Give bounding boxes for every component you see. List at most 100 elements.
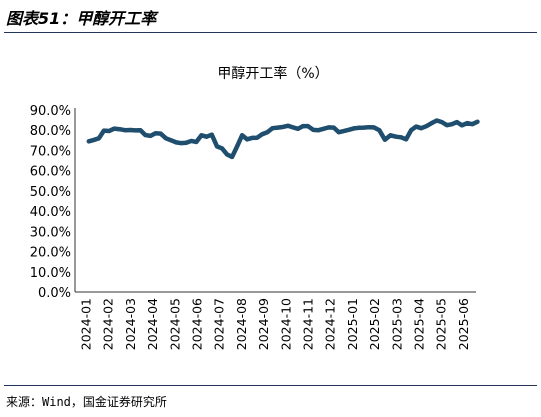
data-point [439, 120, 444, 125]
data-point [250, 135, 255, 140]
y-tick-label: 0.0% [38, 286, 71, 301]
data-point [465, 121, 470, 126]
data-point [300, 124, 305, 129]
x-tick-label: 2024-12 [323, 298, 338, 350]
data-point [128, 128, 133, 133]
data-point [336, 130, 341, 135]
data-point [143, 133, 148, 138]
data-point [285, 123, 290, 128]
x-tick-label: 2025-03 [389, 298, 404, 350]
source-note: 来源：Wind，国金证券研究所 [6, 395, 167, 409]
data-point [194, 139, 199, 144]
data-point [158, 131, 163, 136]
data-point [429, 121, 434, 126]
data-point [235, 144, 240, 149]
data-point [331, 125, 336, 130]
series-points [86, 118, 480, 159]
data-point [371, 125, 376, 130]
chart-title: 甲醇开工率（%） [217, 65, 328, 82]
data-point [179, 141, 184, 146]
data-point [169, 138, 174, 143]
data-point [230, 154, 235, 159]
data-point [138, 128, 143, 133]
data-point [366, 125, 371, 130]
data-point [153, 131, 158, 136]
data-point [265, 130, 270, 135]
title-divider [4, 32, 537, 33]
data-point [275, 125, 280, 130]
data-point [454, 120, 459, 125]
x-axis-tick-labels: 2024-01 2024-02 2024-03 2024-04 2024-05 2024-… [79, 298, 471, 350]
x-tick-label: 2024-11 [301, 298, 316, 350]
data-point [148, 133, 153, 138]
data-point [399, 135, 404, 140]
data-point [214, 144, 219, 149]
data-point [377, 128, 382, 133]
y-tick-label: 80.0% [30, 124, 71, 139]
data-point [280, 124, 285, 129]
data-point [306, 124, 310, 129]
x-tick-label: 2024-08 [234, 298, 249, 350]
x-tick-label: 2024-01 [79, 298, 94, 350]
x-tick-label: 2025-05 [434, 298, 449, 350]
data-point [260, 132, 265, 137]
data-point [133, 128, 138, 133]
data-point [424, 124, 429, 129]
data-point [361, 125, 366, 130]
data-point [209, 132, 214, 137]
y-axis-tick-labels: 0.0% 10.0% 20.0% 30.0% 40.0% 50.0% 60.0% 70.0% 8… [30, 104, 71, 301]
x-tick-label: 2024-09 [256, 298, 271, 350]
x-tick-label: 2024-02 [101, 298, 116, 350]
data-point [290, 125, 295, 130]
x-tick-label: 2024-04 [145, 298, 160, 350]
data-point [295, 126, 300, 131]
data-point [112, 126, 117, 131]
x-tick-label: 2024-06 [190, 298, 205, 350]
y-tick-label: 40.0% [30, 205, 71, 220]
data-point [220, 146, 225, 151]
y-tick-label: 60.0% [30, 165, 71, 180]
data-point [199, 133, 204, 138]
data-point [204, 134, 209, 139]
x-tick-label: 2024-05 [167, 298, 182, 350]
y-tick-label: 30.0% [30, 225, 71, 240]
data-point [351, 126, 356, 131]
data-point [382, 137, 387, 142]
y-tick-label: 10.0% [30, 266, 71, 281]
figure-title: 图表51：甲醇开工率 [6, 9, 157, 28]
data-point [123, 128, 128, 133]
data-point [321, 126, 326, 131]
data-point [444, 123, 449, 128]
data-point [394, 134, 399, 139]
data-point [341, 129, 346, 134]
x-tick-label: 2024-10 [278, 298, 293, 350]
data-point [419, 126, 424, 131]
data-point [225, 152, 230, 157]
data-point [404, 137, 409, 142]
data-point [316, 128, 321, 133]
data-point [470, 122, 475, 127]
data-point [346, 127, 351, 132]
x-tick-label: 2025-01 [345, 298, 360, 350]
x-tick-label: 2025-06 [456, 298, 471, 350]
data-point [101, 128, 106, 133]
data-point [270, 126, 275, 131]
data-point [86, 139, 91, 144]
data-point [255, 135, 260, 140]
data-point [96, 136, 101, 141]
data-point [326, 125, 331, 130]
y-tick-label: 90.0% [30, 104, 71, 119]
data-point [91, 137, 96, 142]
data-point [409, 128, 414, 133]
x-tick-label: 2024-07 [212, 298, 227, 350]
data-point [240, 133, 245, 138]
x-tick-label: 2024-03 [123, 298, 138, 350]
data-point [356, 125, 361, 130]
y-tick-label: 20.0% [30, 246, 71, 261]
y-tick-label: 70.0% [30, 144, 71, 159]
data-point [459, 123, 464, 128]
data-point [475, 119, 480, 124]
data-point [117, 127, 122, 132]
x-tick-label: 2025-04 [412, 298, 427, 350]
x-tick-label: 2025-02 [367, 298, 382, 350]
